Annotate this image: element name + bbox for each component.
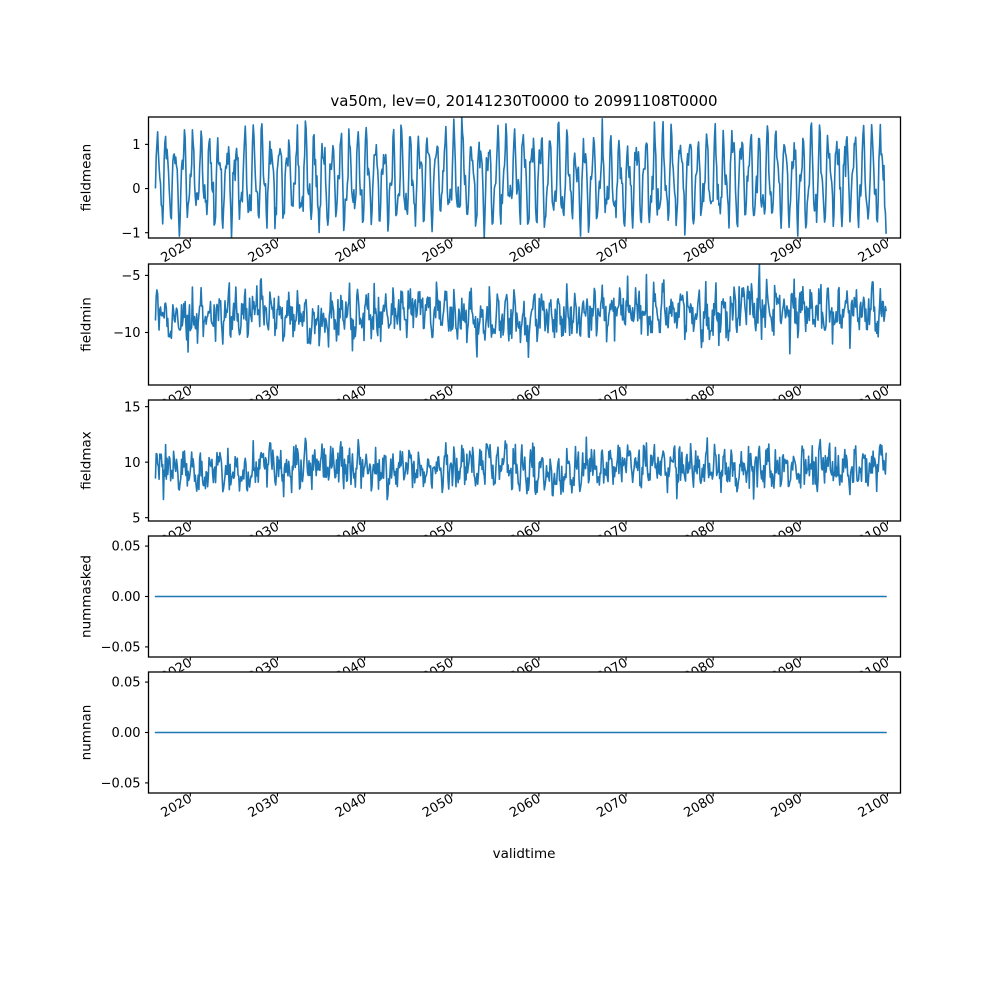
ytick-label-fieldmax-0: 5 (132, 511, 140, 526)
ytick-label-fieldmax-1: 10 (124, 456, 141, 471)
y-axis-label-fieldmax: fieldmax (79, 431, 95, 490)
ytick-label-nummasked-1: 0.00 (112, 590, 141, 605)
axes-frame-fieldmax (147, 399, 902, 522)
x-axis-label: validtime (493, 846, 556, 862)
figure-title: va50m, lev=0, 20141230T0000 to 20991108T… (330, 92, 717, 110)
ytick-label-fieldmean-1: 0 (132, 182, 140, 197)
axes-frame-fieldmean (147, 116, 902, 239)
ytick-label-numnan-2: 0.05 (112, 676, 141, 691)
ytick-label-numnan-1: 0.00 (112, 726, 141, 741)
series-fieldmax (154, 436, 887, 501)
series-fieldmin (154, 264, 887, 358)
ytick-label-fieldmax-2: 15 (124, 400, 141, 415)
series-fieldmean (154, 117, 887, 238)
y-axis-label-nummasked: nummasked (79, 555, 95, 638)
ytick-label-fieldmin-0: −10 (113, 326, 140, 341)
ytick-label-fieldmean-2: 1 (132, 138, 140, 153)
axes-frame-fieldmin (147, 263, 902, 386)
ytick-label-fieldmean-0: −1 (121, 226, 140, 241)
y-axis-label-numnan: numnan (79, 705, 95, 761)
ytick-label-fieldmin-1: −5 (121, 269, 140, 284)
ytick-label-numnan-0: −0.05 (101, 777, 141, 792)
ytick-label-nummasked-2: 0.05 (112, 540, 141, 555)
ytick-label-nummasked-0: −0.05 (101, 641, 141, 656)
y-axis-label-fieldmean: fieldmean (79, 144, 95, 211)
y-axis-label-fieldmin: fieldmin (79, 297, 95, 352)
